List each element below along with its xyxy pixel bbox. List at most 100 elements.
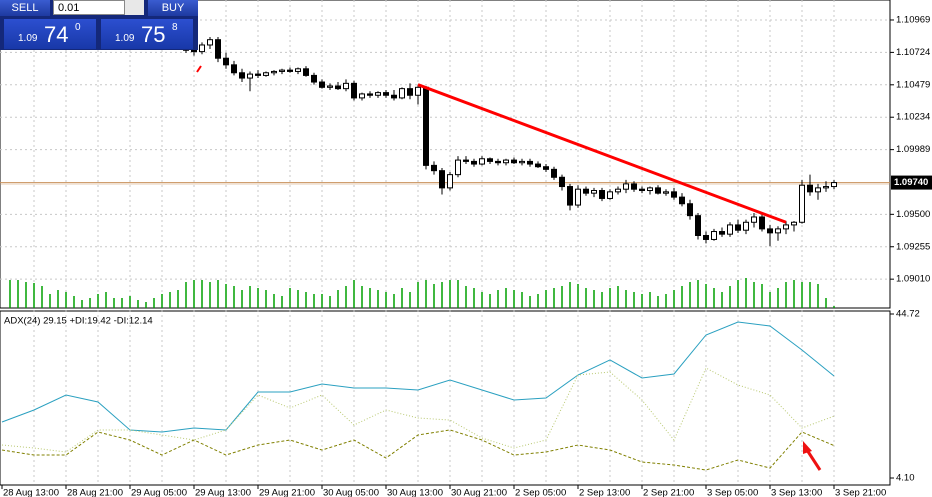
- volume-bar: [753, 282, 755, 308]
- volume-bar: [281, 296, 283, 308]
- x-tick-label: 30 Aug 05:00: [323, 488, 379, 497]
- candle-body: [767, 228, 773, 234]
- y-tick-label: 44.72: [896, 309, 920, 320]
- y-tick-label: 1.09500: [896, 209, 930, 220]
- volume-bar: [769, 292, 771, 308]
- volume-bar: [545, 290, 547, 308]
- volume-bar: [73, 296, 75, 308]
- candle-body: [279, 69, 285, 72]
- volume-bar: [425, 280, 427, 308]
- candle-body: [719, 231, 725, 235]
- volume-bar: [729, 286, 731, 308]
- volume-bar: [25, 282, 27, 308]
- volume-bar: [433, 284, 435, 308]
- candle-body: [743, 221, 749, 231]
- volume-bar: [217, 280, 219, 308]
- volume-bar: [801, 282, 803, 308]
- volume-bar: [585, 288, 587, 308]
- candle-body: [303, 68, 309, 76]
- volume-bar: [785, 282, 787, 308]
- candle-body: [543, 166, 549, 170]
- volume-bar: [417, 282, 419, 308]
- volume-bar: [81, 300, 83, 308]
- volume-bar: [777, 288, 779, 308]
- candle-body: [439, 170, 445, 189]
- volume-bar: [577, 284, 579, 308]
- y-tick-label: 1.10234: [896, 112, 930, 123]
- y-tick-label: 1.10724: [896, 47, 930, 58]
- main-panel: [0, 0, 891, 309]
- y-tick-label: 1.09255: [896, 241, 930, 252]
- candle-body: [695, 215, 701, 236]
- volume-bar: [65, 292, 67, 308]
- volume-bar: [793, 280, 795, 308]
- volume-bar: [17, 280, 19, 308]
- volume-bar: [209, 282, 211, 308]
- volume-bar: [561, 286, 563, 308]
- x-tick-label: 2 Sep 05:00: [515, 488, 566, 497]
- volume-bar: [649, 292, 651, 308]
- volume-bar: [529, 296, 531, 308]
- volume-bar: [617, 286, 619, 308]
- price-pips: 74: [44, 22, 69, 47]
- candle-body: [735, 224, 741, 231]
- volume-bar: [305, 292, 307, 308]
- price-big: 1.09: [115, 33, 135, 44]
- x-tick-label: 30 Aug 13:00: [387, 488, 443, 497]
- candle-body: [447, 174, 453, 189]
- volume-bar: [57, 290, 59, 308]
- volume-bar: [49, 294, 51, 308]
- volume-bar: [521, 292, 523, 308]
- candle-body: [807, 184, 813, 193]
- volume-bar: [113, 298, 115, 308]
- sell-price[interactable]: 1.09 74 0: [4, 19, 96, 49]
- y-tick-label: 1.09989: [896, 144, 930, 155]
- volume-bar: [489, 294, 491, 308]
- candle-body: [191, 49, 197, 53]
- volume-bar: [201, 280, 203, 308]
- volume-bar: [593, 290, 595, 308]
- candle-body: [631, 183, 637, 190]
- candle-body: [215, 39, 221, 59]
- buy-button[interactable]: BUY: [148, 0, 198, 16]
- x-tick-label: 29 Aug 21:00: [259, 488, 315, 497]
- candle-body: [239, 72, 245, 79]
- candle-body: [311, 74, 317, 83]
- volume-bar: [361, 286, 363, 308]
- candle-body: [231, 64, 237, 74]
- volume-bar: [153, 298, 155, 308]
- annotation-stroke: [196, 65, 202, 73]
- volume-bar: [321, 294, 323, 308]
- candle-body: [255, 73, 261, 76]
- volume-bar: [449, 280, 451, 308]
- lot-spinner[interactable]: [124, 0, 144, 15]
- volume-bar: [225, 284, 227, 308]
- candle-body: [583, 188, 589, 194]
- price-pips: 75: [141, 22, 166, 47]
- buy-price[interactable]: 1.09 75 8: [101, 19, 193, 49]
- volume-bar: [825, 298, 827, 308]
- volume-bar: [33, 283, 35, 308]
- y-tick-label: 1.10969: [896, 14, 930, 25]
- candle-body: [623, 183, 629, 190]
- volume-bar: [601, 292, 603, 308]
- x-tick-label: 29 Aug 13:00: [195, 488, 251, 497]
- volume-bar: [641, 294, 643, 308]
- indicator-line: [1, 367, 835, 453]
- y-tick-label: 1.10479: [896, 79, 930, 90]
- x-tick-label: 29 Aug 05:00: [131, 488, 187, 497]
- candle-body: [391, 94, 397, 99]
- volume-bar: [745, 278, 747, 308]
- candle-body: [799, 184, 805, 223]
- lot-input[interactable]: 0.01: [53, 0, 143, 15]
- candle-body: [247, 73, 253, 79]
- candle-body: [343, 82, 349, 90]
- volume-bar: [665, 294, 667, 308]
- candle-body: [663, 191, 669, 194]
- candle-body: [615, 188, 621, 193]
- volume-bar: [233, 286, 235, 308]
- sell-button[interactable]: SELL: [0, 0, 50, 16]
- x-tick-label: 3 Sep 13:00: [771, 488, 822, 497]
